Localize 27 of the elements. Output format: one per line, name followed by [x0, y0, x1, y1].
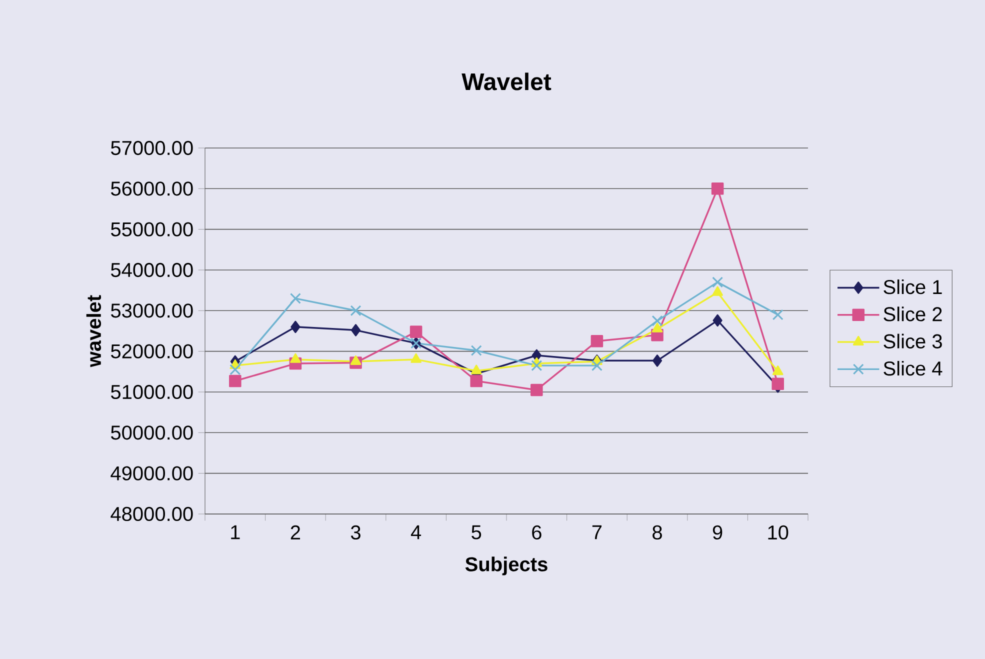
y-tick-label: 57000.00: [111, 140, 193, 156]
legend-label: Slice 3: [884, 334, 942, 348]
y-tick-label: 56000.00: [111, 182, 193, 196]
y-tick-label: 50000.00: [111, 426, 193, 440]
y-tick-label: 49000.00: [110, 466, 193, 480]
chart-title: Wavelet: [462, 72, 552, 90]
x-tick-label: 6: [532, 525, 542, 540]
y-tick-label: 55000.00: [111, 222, 193, 236]
x-tick-label: 1: [231, 525, 240, 540]
x-tick-label: 7: [592, 525, 602, 540]
y-tick-label: 53000.00: [111, 304, 193, 318]
x-tick-label: 9: [712, 525, 722, 540]
x-axis-title: Subjects: [465, 556, 548, 576]
x-tick-label: 3: [350, 525, 360, 540]
legend-label: Slice 4: [884, 360, 942, 376]
y-tick-label: 52000.00: [111, 344, 193, 358]
y-axis-title: wavelet: [86, 295, 102, 368]
x-tick-label: 10: [768, 525, 788, 540]
legend-label: Slice 1: [884, 279, 942, 294]
legend-label: Slice 2: [884, 306, 942, 322]
x-tick-label: 8: [652, 525, 662, 540]
y-tick-label: 48000.00: [110, 506, 193, 522]
x-tick-label: 4: [410, 525, 422, 540]
y-tick-label: 54000.00: [111, 262, 193, 278]
x-tick-label: 5: [472, 525, 482, 540]
x-tick-label: 2: [290, 525, 300, 540]
y-tick-label: 51000.00: [111, 384, 193, 400]
